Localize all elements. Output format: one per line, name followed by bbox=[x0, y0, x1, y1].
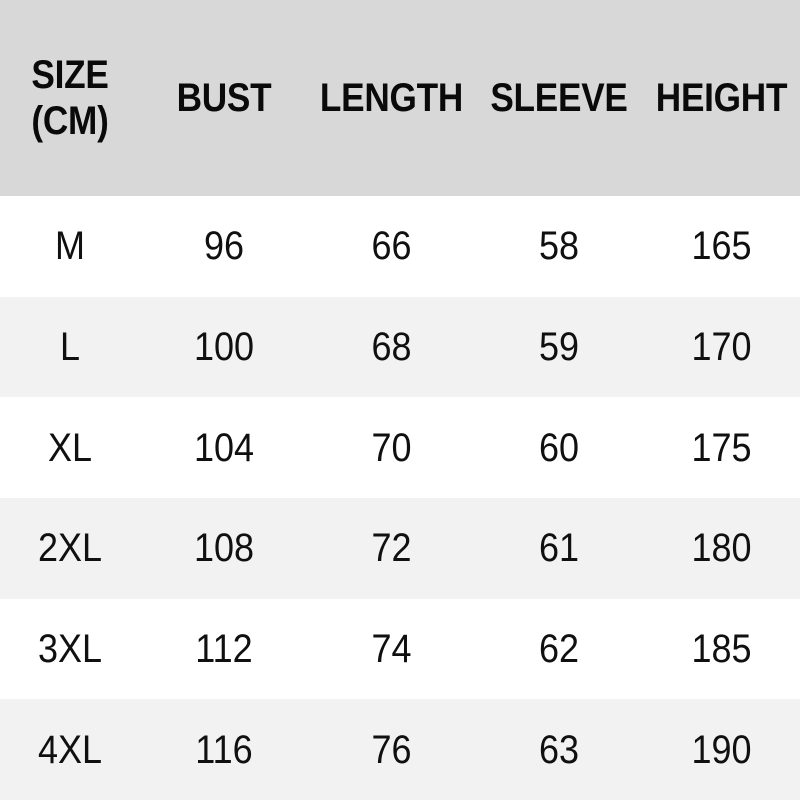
table-row: 3XL 112 74 62 185 bbox=[0, 598, 800, 700]
cell-bust: 112 bbox=[195, 627, 253, 672]
cell-size: 2XL bbox=[37, 526, 103, 571]
table-row: XL 104 70 60 175 bbox=[0, 397, 800, 499]
cell-length: 68 bbox=[371, 325, 412, 369]
table-header-row: SIZE (CM) BUST LENGTH SLEEVE HEIGHT bbox=[0, 0, 800, 196]
cell-sleeve: 63 bbox=[538, 727, 580, 772]
cell-height: 170 bbox=[691, 325, 752, 369]
cell-size: XL bbox=[47, 425, 93, 470]
cell-height: 185 bbox=[691, 627, 752, 672]
column-header-sleeve: SLEEVE bbox=[485, 75, 633, 121]
cell-bust: 100 bbox=[193, 325, 255, 369]
cell-length: 76 bbox=[371, 727, 412, 772]
column-header-height: HEIGHT bbox=[652, 75, 790, 121]
cell-length: 70 bbox=[371, 425, 412, 470]
column-header-length: LENGTH bbox=[318, 75, 465, 121]
cell-sleeve: 59 bbox=[538, 325, 580, 369]
table-row: 2XL 108 72 61 180 bbox=[0, 498, 800, 599]
cell-bust: 116 bbox=[195, 727, 253, 772]
column-header-sleeve-label: SLEEVE bbox=[490, 76, 628, 120]
column-header-bust-label: BUST bbox=[176, 76, 272, 120]
cell-size: M bbox=[54, 224, 85, 269]
cell-sleeve: 61 bbox=[538, 526, 580, 571]
column-header-size-label-line2: (CM) bbox=[31, 99, 109, 143]
cell-length: 66 bbox=[371, 224, 412, 269]
cell-bust: 96 bbox=[203, 224, 245, 269]
cell-size: L bbox=[59, 325, 81, 369]
cell-size: 3XL bbox=[37, 627, 103, 672]
cell-length: 74 bbox=[371, 627, 412, 672]
cell-bust: 104 bbox=[193, 425, 255, 470]
table-row: 4XL 116 76 63 190 bbox=[0, 699, 800, 800]
cell-height: 190 bbox=[691, 727, 752, 772]
cell-height: 165 bbox=[691, 224, 752, 269]
table-row: M 96 66 58 165 bbox=[0, 196, 800, 297]
column-header-bust: BUST bbox=[150, 75, 298, 121]
cell-sleeve: 58 bbox=[538, 224, 580, 269]
cell-height: 180 bbox=[691, 526, 752, 571]
table-row: L 100 68 59 170 bbox=[0, 296, 800, 398]
cell-bust: 108 bbox=[193, 526, 255, 571]
column-header-size: SIZE (CM) bbox=[8, 52, 131, 144]
cell-size: 4XL bbox=[37, 727, 103, 772]
cell-sleeve: 60 bbox=[538, 425, 580, 470]
cell-height: 175 bbox=[691, 425, 752, 470]
cell-length: 72 bbox=[371, 526, 412, 571]
cell-sleeve: 62 bbox=[538, 627, 580, 672]
column-header-height-label: HEIGHT bbox=[655, 76, 788, 120]
column-header-size-label-line1: SIZE bbox=[31, 53, 109, 97]
column-header-length-label: LENGTH bbox=[319, 76, 464, 120]
